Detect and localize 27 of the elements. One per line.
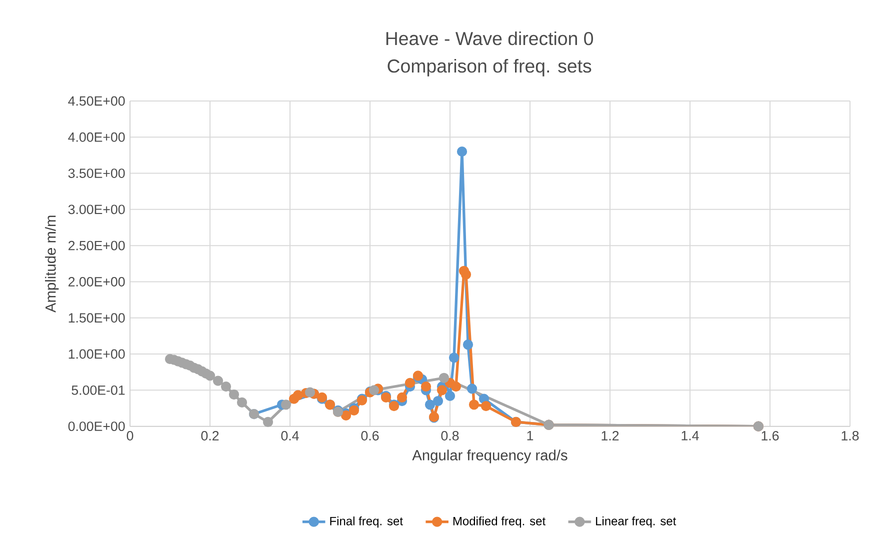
x-tick-label: 1.2 [602,431,619,440]
legend-label: Final freq. set [330,516,403,528]
chart-title: Heave - Wave direction 0 [386,31,594,46]
legend-label: Linear freq. set [596,516,676,528]
y-tick-label: 2.50E+00 [68,240,125,250]
y-tick-label: 1.00E+00 [68,349,125,359]
y-tick-label: 2.00E+00 [68,277,125,286]
y-tick-label: 1.50E+00 [68,313,125,323]
x-tick-label: 0 [126,431,134,440]
x-tick-label: 1.8 [842,431,859,440]
x-tick-label: 0.4 [281,431,299,440]
x-tick-label: 1 [527,431,534,440]
y-tick-label: 5.00E-01 [72,385,125,395]
x-axis-title: Angular frequency rad/s [412,450,568,464]
x-tick-label: 0.8 [441,431,459,440]
y-tick-label: 0.00E+00 [68,422,125,432]
x-tick-label: 1.6 [762,431,779,440]
y-tick-label: 3.00E+00 [68,204,125,214]
y-axis-title: Amplitude m/m [45,216,59,313]
legend-label: Modified freq. set [453,516,546,528]
x-tick-label: 0.6 [361,431,379,440]
y-tick-label: 3.50E+00 [68,168,125,178]
y-tick-label: 4.00E+00 [68,132,125,142]
x-tick-label: 0.2 [201,431,219,440]
y-tick-label: 4.50E+00 [68,96,125,106]
x-tick-label: 1.4 [682,431,699,440]
chart-subtitle: Comparison of freq. sets [388,58,592,76]
